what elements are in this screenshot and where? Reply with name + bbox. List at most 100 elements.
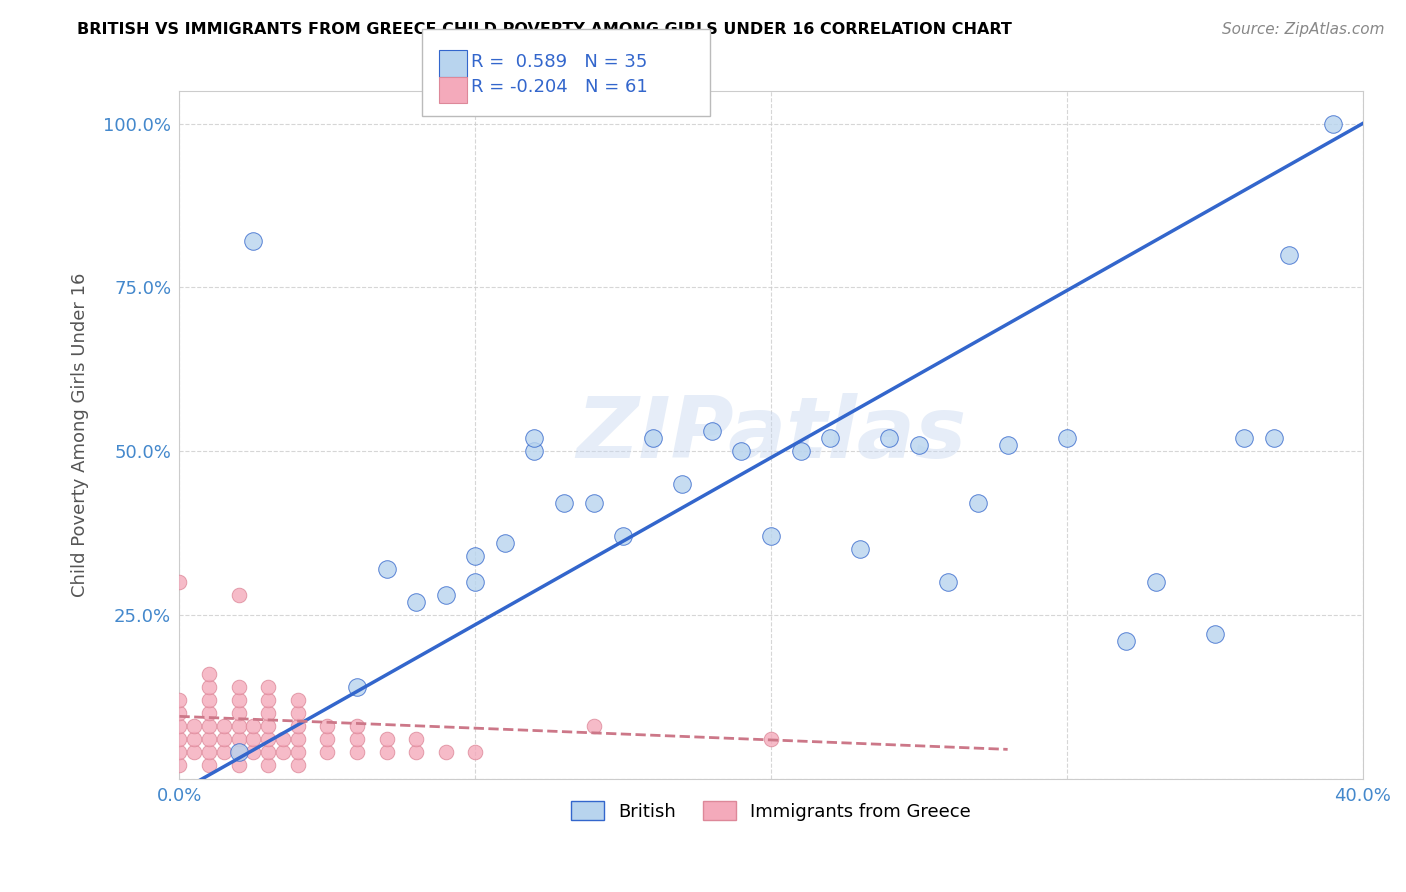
Point xyxy=(242,235,264,249)
Point xyxy=(287,693,309,707)
Point xyxy=(169,706,191,720)
Point xyxy=(228,588,250,602)
Point xyxy=(375,745,398,759)
Point xyxy=(242,745,264,759)
Point xyxy=(1263,431,1285,445)
Point xyxy=(879,431,901,445)
Point xyxy=(228,745,250,759)
Point xyxy=(405,595,427,609)
Point xyxy=(434,745,457,759)
Point xyxy=(169,745,191,759)
Point xyxy=(287,719,309,733)
Point xyxy=(228,745,250,759)
Point xyxy=(198,693,221,707)
Point xyxy=(759,529,782,543)
Point xyxy=(169,732,191,747)
Point xyxy=(257,719,280,733)
Point xyxy=(228,758,250,772)
Point xyxy=(1056,431,1078,445)
Point xyxy=(1322,117,1344,131)
Point xyxy=(405,732,427,747)
Point xyxy=(346,745,368,759)
Point xyxy=(434,588,457,602)
Point xyxy=(198,732,221,747)
Point xyxy=(1144,575,1167,590)
Point xyxy=(997,437,1019,451)
Point xyxy=(405,745,427,759)
Point xyxy=(938,575,960,590)
Point xyxy=(257,680,280,694)
Point xyxy=(228,706,250,720)
Point xyxy=(287,758,309,772)
Point xyxy=(198,706,221,720)
Point xyxy=(169,693,191,707)
Point xyxy=(198,666,221,681)
Y-axis label: Child Poverty Among Girls Under 16: Child Poverty Among Girls Under 16 xyxy=(72,273,89,597)
Text: R =  0.589   N = 35: R = 0.589 N = 35 xyxy=(471,53,647,70)
Point xyxy=(257,758,280,772)
Point xyxy=(257,732,280,747)
Point xyxy=(789,444,811,458)
Point xyxy=(582,496,605,510)
Point xyxy=(346,719,368,733)
Point xyxy=(287,745,309,759)
Point xyxy=(553,496,575,510)
Point xyxy=(1278,247,1301,261)
Point xyxy=(346,680,368,694)
Text: ZIPatlas: ZIPatlas xyxy=(576,393,966,476)
Legend: British, Immigrants from Greece: British, Immigrants from Greece xyxy=(564,794,979,828)
Text: BRITISH VS IMMIGRANTS FROM GREECE CHILD POVERTY AMONG GIRLS UNDER 16 CORRELATION: BRITISH VS IMMIGRANTS FROM GREECE CHILD … xyxy=(77,22,1012,37)
Point xyxy=(641,431,664,445)
Text: Source: ZipAtlas.com: Source: ZipAtlas.com xyxy=(1222,22,1385,37)
Point xyxy=(228,732,250,747)
Point xyxy=(1204,627,1226,641)
Point xyxy=(494,535,516,549)
Point xyxy=(464,575,486,590)
Point xyxy=(183,745,205,759)
Point xyxy=(212,745,235,759)
Point xyxy=(287,706,309,720)
Point xyxy=(612,529,634,543)
Point xyxy=(730,444,752,458)
Point xyxy=(848,542,870,557)
Point xyxy=(242,719,264,733)
Point xyxy=(316,719,339,733)
Point xyxy=(671,476,693,491)
Point xyxy=(287,732,309,747)
Point xyxy=(375,562,398,576)
Point xyxy=(198,680,221,694)
Point xyxy=(316,732,339,747)
Point xyxy=(700,425,723,439)
Point xyxy=(169,575,191,590)
Point xyxy=(1115,634,1137,648)
Point xyxy=(523,444,546,458)
Point xyxy=(169,719,191,733)
Point xyxy=(271,745,294,759)
Point xyxy=(198,745,221,759)
Point xyxy=(818,431,841,445)
Point xyxy=(257,693,280,707)
Point xyxy=(1233,431,1256,445)
Point xyxy=(212,719,235,733)
Point xyxy=(967,496,990,510)
Point xyxy=(257,706,280,720)
Point xyxy=(183,732,205,747)
Point xyxy=(375,732,398,747)
Point xyxy=(169,758,191,772)
Point xyxy=(346,732,368,747)
Text: R = -0.204   N = 61: R = -0.204 N = 61 xyxy=(471,78,648,96)
Point xyxy=(523,431,546,445)
Point xyxy=(908,437,931,451)
Point xyxy=(257,745,280,759)
Point xyxy=(464,549,486,563)
Point xyxy=(271,732,294,747)
Point xyxy=(228,719,250,733)
Point xyxy=(228,680,250,694)
Point xyxy=(212,732,235,747)
Point xyxy=(183,719,205,733)
Point xyxy=(582,719,605,733)
Point xyxy=(464,745,486,759)
Point xyxy=(316,745,339,759)
Point xyxy=(759,732,782,747)
Point xyxy=(198,719,221,733)
